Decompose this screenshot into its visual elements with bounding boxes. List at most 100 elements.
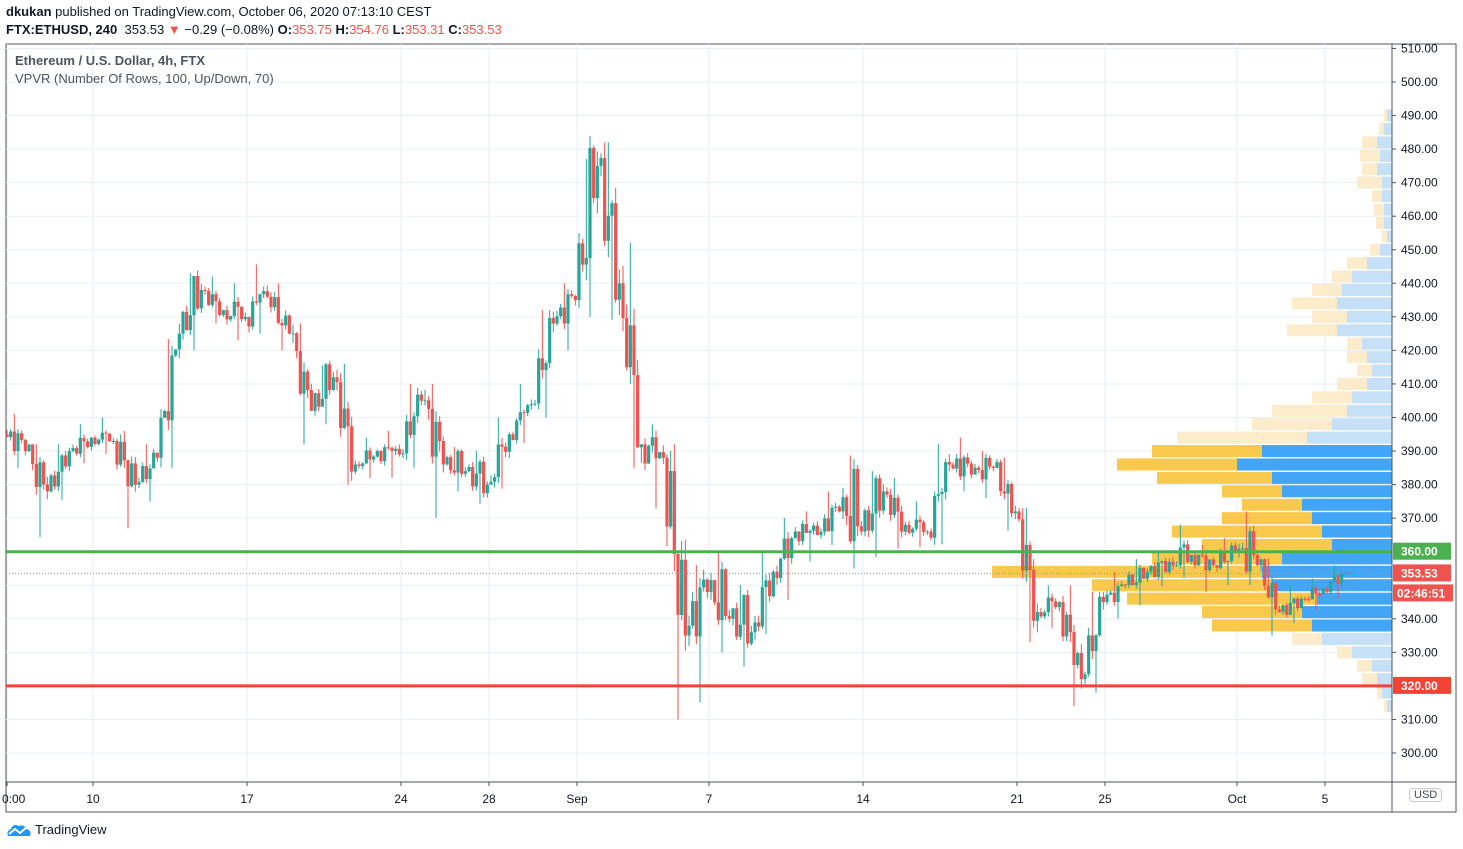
candle-body — [1054, 601, 1058, 608]
candle-body — [801, 524, 805, 542]
indicator-label[interactable]: VPVR (Number Of Rows, 100, Up/Down, 70) — [15, 71, 274, 86]
candle-body — [49, 475, 53, 492]
candle-body — [456, 451, 460, 473]
vp-down-bar — [1202, 538, 1332, 551]
candle-body — [1329, 581, 1333, 592]
candle-body — [837, 506, 841, 512]
candle-body — [254, 301, 258, 303]
candle-body — [34, 464, 38, 488]
candle-body — [23, 439, 27, 452]
candle-body — [533, 403, 537, 405]
candle-body — [1347, 572, 1351, 574]
candle-body — [537, 358, 541, 404]
currency-button[interactable]: USD — [1409, 788, 1443, 802]
candle-body — [1255, 555, 1259, 566]
candle-body — [830, 507, 834, 532]
candle-body — [1211, 559, 1215, 566]
candle-body — [141, 465, 145, 482]
vp-down-bar — [1337, 377, 1367, 390]
candle-body — [929, 531, 933, 538]
candle-body — [276, 297, 280, 323]
candle-body — [848, 515, 852, 542]
price-tick-label: 430.00 — [1401, 310, 1438, 324]
vp-up-bar — [1382, 686, 1392, 699]
price-tick-label: 310.00 — [1401, 712, 1438, 726]
chart-frame — [5, 43, 1457, 813]
vp-up-bar — [1282, 552, 1392, 565]
candle-body — [1101, 596, 1105, 603]
candle-body — [621, 283, 625, 319]
candle-body — [757, 622, 761, 627]
candle-body — [760, 587, 764, 627]
candle-body — [705, 579, 709, 592]
candle-body — [1259, 559, 1263, 566]
candle-body — [1076, 653, 1080, 665]
candle-body — [812, 525, 816, 531]
candle-body — [892, 497, 896, 515]
candle-body — [1116, 586, 1120, 603]
candle-body — [1105, 594, 1109, 603]
time-tick-label: 7 — [706, 792, 713, 806]
candle-body — [958, 458, 962, 477]
candle-body — [1318, 593, 1322, 595]
candle-body — [346, 408, 350, 427]
candle-body — [1057, 602, 1061, 608]
chart-title: Ethereum / U.S. Dollar, 4h, FTX — [15, 53, 205, 68]
candle-body — [350, 426, 354, 472]
vp-down-bar — [1347, 257, 1367, 270]
candle-body — [775, 571, 779, 579]
candle-body — [1050, 597, 1054, 602]
candle-body — [625, 318, 629, 368]
time-tick-label: 0:00 — [2, 792, 26, 806]
time-tick-label: 10 — [86, 792, 100, 806]
candle-body — [753, 622, 757, 633]
candle-body — [493, 477, 497, 482]
candle-body — [936, 494, 940, 496]
candle-body — [207, 291, 211, 305]
candle-body — [878, 478, 882, 511]
candle-body — [152, 452, 156, 469]
candle-body — [353, 464, 357, 472]
candle-body — [111, 440, 115, 442]
author[interactable]: dkukan — [6, 4, 52, 19]
candle-body — [306, 371, 310, 391]
vp-down-bar — [1312, 284, 1342, 297]
candle-body — [273, 297, 277, 308]
candle-body — [522, 412, 526, 414]
candle-body — [617, 283, 621, 300]
candle-body — [1182, 544, 1186, 548]
low-label: L: — [392, 22, 405, 37]
candle-body — [71, 448, 75, 452]
candle-body — [93, 437, 97, 444]
vp-up-bar — [1332, 538, 1392, 551]
candle-body — [412, 416, 416, 435]
candle-body — [181, 311, 185, 334]
candle-body — [1083, 674, 1087, 680]
price-tick-label: 420.00 — [1401, 343, 1438, 357]
candle-body — [1138, 567, 1142, 583]
candle-body — [196, 276, 200, 309]
candle-body — [823, 518, 827, 532]
tradingview-logo[interactable]: TradingView — [6, 822, 107, 837]
vp-up-bar — [1302, 498, 1392, 511]
candle-body — [1226, 560, 1230, 562]
candle-body — [977, 467, 981, 470]
vp-up-bar — [1384, 122, 1392, 135]
price-tick-label: 480.00 — [1401, 142, 1438, 156]
vp-up-bar — [1347, 310, 1392, 323]
candle-body — [342, 408, 346, 428]
candle-body — [603, 158, 607, 241]
vp-down-bar — [1374, 203, 1384, 216]
candle-body — [177, 333, 181, 350]
candle-body — [856, 468, 860, 527]
candle-body — [416, 394, 420, 417]
candle-body — [309, 390, 313, 411]
candle-body — [317, 393, 321, 407]
vp-down-bar — [1382, 230, 1387, 243]
candle-body — [67, 451, 71, 467]
vp-up-bar — [1377, 673, 1392, 686]
symbol-info: FTX:ETHUSD, 240 353.53 ▼ −0.29 (−0.08%) … — [6, 22, 502, 37]
candle-body — [445, 457, 449, 465]
vp-down-bar — [1172, 525, 1322, 538]
